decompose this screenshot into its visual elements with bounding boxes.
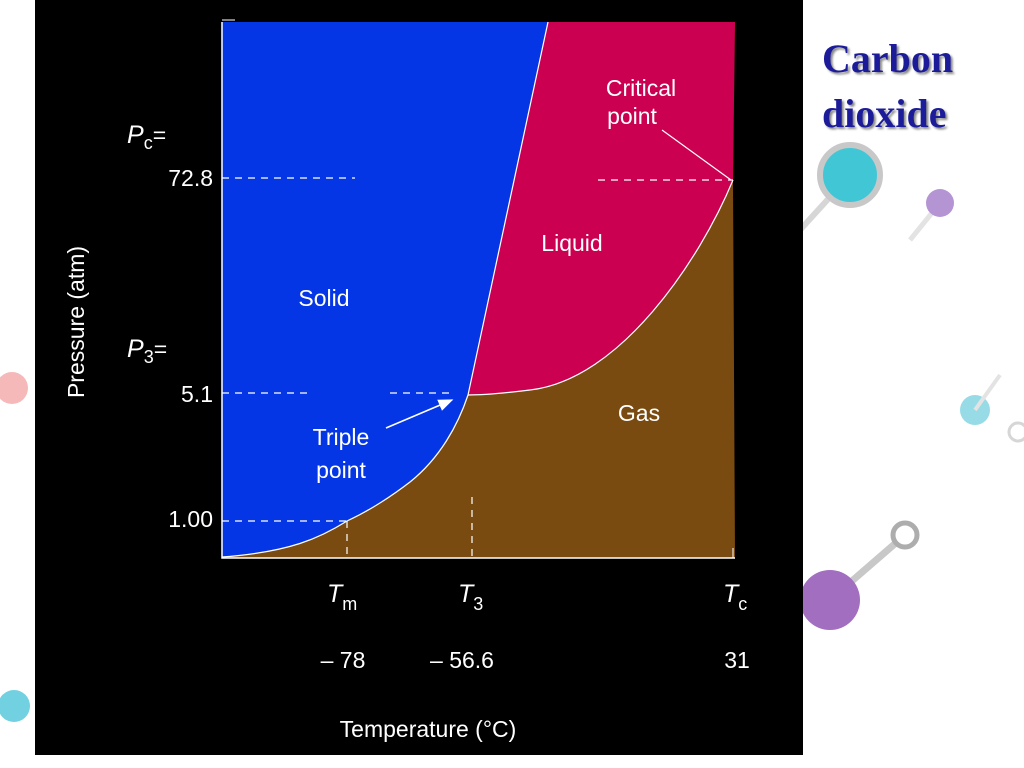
title: dioxide <box>822 91 946 136</box>
axes <box>221 22 735 559</box>
liquid-region <box>468 22 735 395</box>
label-part: = <box>153 122 166 148</box>
x-axis-label: Temperature (°C) <box>340 716 517 742</box>
annotation: point <box>316 457 366 483</box>
temperature-symbol: T3 <box>458 580 483 614</box>
label-part: 3 <box>473 594 483 614</box>
temperature-value: 31 <box>724 647 750 673</box>
label-part: P <box>127 121 144 149</box>
temperature-symbol: Tc <box>723 580 747 614</box>
annotation-line <box>661 129 732 181</box>
label-part: T <box>327 580 344 608</box>
pressure-symbol: Pc= <box>127 121 166 153</box>
y-axis-label: Pressure (atm) <box>63 246 89 398</box>
title: Carbon <box>822 36 953 81</box>
label-part: = <box>154 336 167 362</box>
solid-region <box>222 22 548 557</box>
annotation-arrow <box>385 399 454 429</box>
pressure-value: 72.8 <box>168 165 213 191</box>
label-part: T <box>723 580 740 608</box>
phase-boundaries <box>221 21 734 558</box>
annotation: Critical <box>606 75 676 101</box>
temperature-value: – 56.6 <box>430 647 494 673</box>
region-label: Gas <box>618 400 660 426</box>
annotation: Triple <box>313 424 370 450</box>
label-part: 3 <box>144 347 154 367</box>
label-part: c <box>738 594 747 614</box>
guides <box>222 177 733 558</box>
temperature-symbol: Tm <box>327 580 357 614</box>
gas-region <box>222 180 735 558</box>
temperature-value: – 78 <box>321 647 366 673</box>
label-part: m <box>342 594 357 614</box>
label-part: c <box>144 133 153 153</box>
label-part: T <box>458 580 475 608</box>
annotation: point <box>607 103 657 129</box>
region-label: Liquid <box>541 230 602 256</box>
pressure-symbol: P3= <box>127 335 167 367</box>
pressure-value: 1.00 <box>168 506 213 532</box>
decoration <box>0 142 1024 722</box>
pressure-value: 5.1 <box>181 381 213 407</box>
region-label: Solid <box>298 285 349 311</box>
label-part: P <box>127 335 144 363</box>
